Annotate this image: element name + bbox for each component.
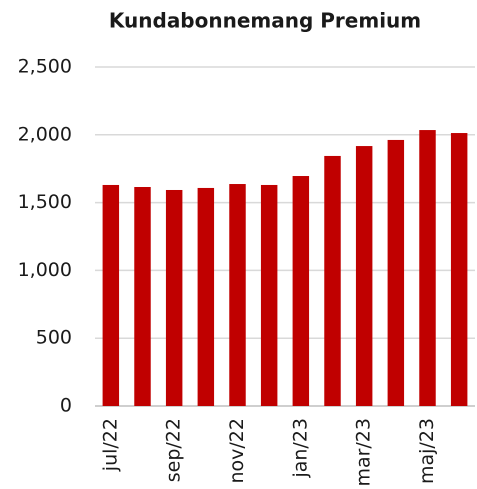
x-tick-label: sep/22 [163,418,185,482]
y-tick-label: 1,500 [18,191,72,213]
bar [355,146,373,406]
bar [387,139,405,406]
y-tick-label: 2,500 [18,56,72,78]
bar [229,184,246,406]
x-tick-label: jul/22 [99,418,121,472]
chart-title: Kundabonnemang Premium [109,9,421,33]
bar [102,184,120,406]
bar [197,187,215,406]
y-tick-label: 2,000 [18,123,72,145]
y-tick-label: 500 [36,327,72,349]
x-tick-label: mar/23 [353,418,375,487]
x-tick-label: maj/23 [416,418,438,484]
bar [260,184,278,406]
y-tick-label: 1,000 [18,259,72,281]
bar [165,189,183,406]
bar [450,133,468,406]
bar [134,187,151,406]
x-tick-label: jan/23 [289,418,311,479]
y-tick-label: 0 [60,395,72,417]
bar [419,130,436,406]
bar [292,176,310,406]
x-tick-label: nov/22 [226,418,248,484]
bar [324,155,341,406]
